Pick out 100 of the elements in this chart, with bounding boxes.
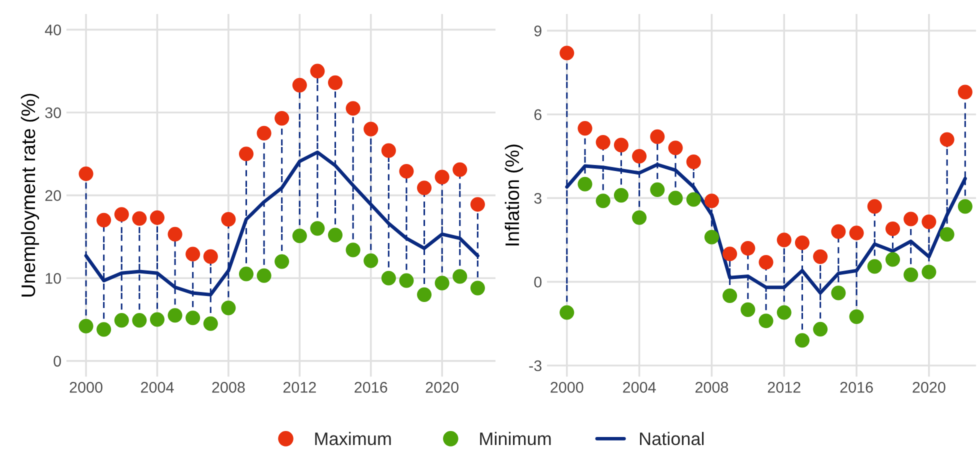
point (578, 121, 592, 136)
y-tick-label: 20 (45, 190, 61, 201)
point (958, 84, 972, 100)
point (346, 101, 360, 116)
point (381, 270, 396, 286)
point (904, 268, 918, 282)
y-tick-label: 0 (534, 276, 542, 288)
point (704, 194, 719, 208)
point (614, 188, 628, 203)
point (776, 232, 792, 248)
point (221, 300, 236, 316)
point (794, 235, 810, 250)
point (849, 226, 864, 240)
x-tick-label: 2008 (212, 382, 245, 393)
y-tick-label: 0 (54, 356, 61, 367)
point (650, 182, 665, 198)
point (560, 46, 574, 60)
point (686, 192, 701, 207)
point (758, 254, 774, 270)
point (399, 164, 414, 179)
point (221, 212, 236, 227)
y-axis-title: Inflation (%) (504, 144, 523, 246)
point (78, 166, 94, 182)
point (346, 242, 360, 258)
y-tick-label: 10 (46, 272, 61, 284)
legend-label: Minimum (480, 432, 551, 446)
point (310, 221, 325, 236)
x-tick-label: 2000 (70, 382, 102, 393)
point (632, 210, 647, 225)
x-tick-label: 2012 (768, 382, 800, 393)
point (722, 288, 738, 304)
point (560, 305, 574, 320)
point (186, 310, 200, 326)
point (885, 252, 900, 267)
point (922, 214, 936, 230)
legend-label: National (640, 432, 704, 446)
point (470, 197, 485, 212)
point (381, 143, 396, 158)
point (310, 64, 325, 78)
point (794, 333, 810, 348)
point (114, 313, 129, 328)
point (958, 199, 972, 214)
legend-label: Maximum (315, 432, 391, 446)
y-tick-label: 9 (534, 26, 542, 36)
point (704, 230, 719, 244)
x-tick-label: 2008 (695, 382, 728, 393)
point (668, 190, 683, 206)
point (274, 111, 290, 126)
point (849, 309, 864, 324)
point (813, 249, 828, 264)
point (813, 322, 828, 337)
point (940, 227, 954, 242)
x-tick-label: 2000 (550, 382, 584, 393)
point (740, 241, 756, 256)
point (256, 126, 272, 140)
point (434, 276, 450, 290)
point (292, 228, 307, 244)
point (186, 246, 200, 262)
point (78, 318, 94, 334)
x-tick-label: 2020 (426, 382, 458, 393)
point (668, 140, 683, 156)
point (168, 226, 182, 242)
point (596, 194, 610, 208)
point (274, 254, 290, 269)
point (831, 224, 846, 239)
point (328, 75, 343, 90)
point (203, 316, 218, 331)
point (96, 322, 112, 337)
point (416, 180, 432, 196)
point (256, 268, 272, 283)
point (96, 212, 112, 228)
x-tick-label: 2004 (141, 382, 174, 393)
point (922, 264, 936, 280)
y-tick-label: 3 (534, 192, 542, 204)
point (452, 162, 468, 177)
y-tick-label: 6 (534, 109, 542, 120)
y-axis-title: Unemployment rate (%) (20, 94, 40, 296)
x-tick-label: 2020 (912, 382, 946, 393)
x-tick-label: 2004 (623, 382, 656, 393)
point (399, 273, 414, 288)
point (434, 170, 450, 184)
point (132, 313, 147, 328)
y-tick-label: -3 (529, 360, 542, 372)
point (114, 207, 129, 222)
point (831, 286, 846, 300)
point (904, 212, 918, 226)
point (168, 308, 182, 323)
point (596, 135, 610, 150)
point (132, 211, 147, 226)
point (452, 269, 468, 284)
x-tick-label: 2012 (283, 382, 316, 393)
point (867, 259, 882, 274)
point (364, 253, 378, 268)
point (650, 129, 665, 144)
point (364, 122, 378, 136)
point (578, 176, 592, 192)
point (867, 199, 882, 214)
point (614, 138, 628, 152)
point (758, 314, 774, 328)
point (150, 312, 165, 327)
